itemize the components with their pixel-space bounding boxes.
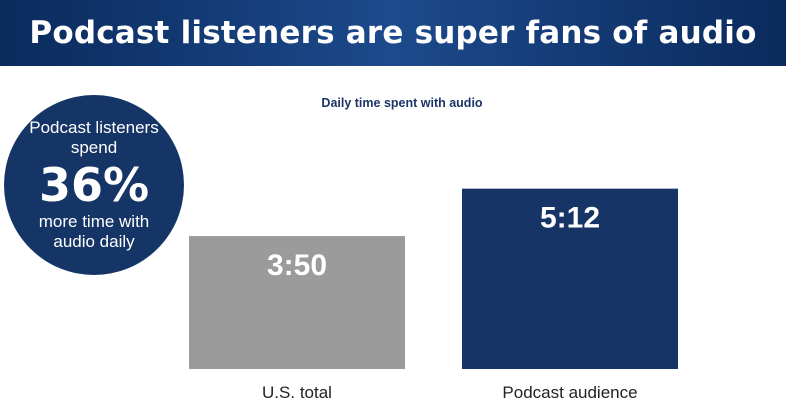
bar-u-s-total [189, 236, 405, 369]
callout-percent: 36% [38, 158, 150, 212]
category-label: Podcast audience [502, 383, 637, 402]
callout-top-text: Podcast listeners spend [29, 118, 159, 157]
bar-value-label: 5:12 [540, 202, 600, 235]
bar-podcast-audience [462, 188, 678, 369]
page-title: Podcast listeners are super fans of audi… [29, 15, 757, 51]
bar-value-label: 3:50 [267, 249, 327, 282]
chart-title: Daily time spent with audio [321, 96, 482, 110]
header-banner: Podcast listeners are super fans of audi… [0, 0, 786, 66]
callout-bottom-text: more time with audio daily [38, 212, 150, 251]
callout-circle: Podcast listeners spend 36% more time wi… [4, 95, 184, 275]
category-label: U.S. total [262, 383, 332, 402]
